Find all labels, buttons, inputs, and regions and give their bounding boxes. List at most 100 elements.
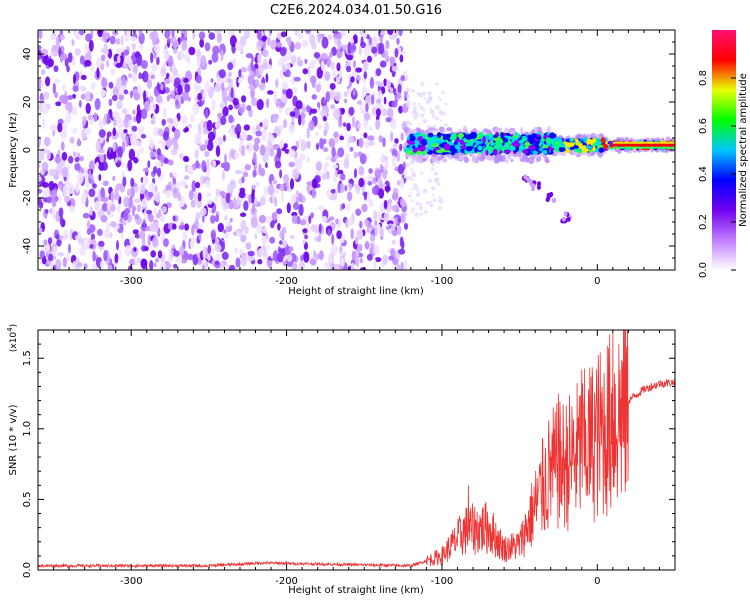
heatmap-cell <box>389 117 397 129</box>
heatmap-cell <box>279 124 284 131</box>
heatmap-cell <box>252 126 257 135</box>
heatmap-cell <box>313 52 320 59</box>
heatmap-cell <box>59 30 64 36</box>
heatmap-cell <box>347 41 352 54</box>
heatmap-cell <box>300 254 304 262</box>
heatmap-cell <box>259 82 266 91</box>
heatmap-cell <box>155 257 159 263</box>
heatmap-cell <box>444 123 448 127</box>
heatmap-cell <box>234 151 240 160</box>
heatmap-cell <box>251 55 254 63</box>
heatmap-cell <box>267 90 274 95</box>
heatmap-cell <box>284 62 291 70</box>
heatmap-cell <box>300 139 307 152</box>
heatmap-cell <box>255 130 262 137</box>
heatmap-cell <box>93 112 98 122</box>
heatmap-cell <box>471 156 478 163</box>
heatmap-cell <box>153 207 157 216</box>
heatmap-cell <box>245 242 252 250</box>
x-tick-label: -200 <box>275 576 298 587</box>
heatmap-cell <box>196 229 204 234</box>
heatmap-cell <box>444 102 448 106</box>
heatmap-cell <box>339 135 345 141</box>
heatmap-cell <box>122 176 127 187</box>
heatmap-cell <box>190 199 196 208</box>
heatmap-cell <box>201 264 205 270</box>
heatmap-cell <box>420 212 423 216</box>
heatmap-cell <box>191 180 197 193</box>
heatmap-cell <box>38 54 41 61</box>
heatmap-cell <box>359 153 367 165</box>
heatmap-cell <box>256 181 260 188</box>
heatmap-cell <box>298 203 304 216</box>
heatmap-cell <box>375 108 381 117</box>
heatmap-cell <box>138 126 145 135</box>
heatmap-cell <box>194 148 199 160</box>
heatmap-cell <box>123 49 130 56</box>
heatmap-cell <box>204 139 209 146</box>
colorbar-tick-label: 0.8 <box>698 70 709 86</box>
heatmap-cell <box>96 67 100 79</box>
heatmap-cell <box>240 130 248 141</box>
heatmap-cell <box>338 117 343 128</box>
heatmap-cell <box>246 105 252 112</box>
heatmap-cell <box>194 133 202 145</box>
heatmap-cell <box>168 118 174 125</box>
heatmap-cell <box>322 98 328 104</box>
heatmap-cell <box>293 76 301 82</box>
heatmap-cell <box>410 88 415 93</box>
heatmap-cell <box>438 196 442 199</box>
heatmap-cell <box>403 259 408 270</box>
heatmap-cell <box>545 197 550 203</box>
heatmap-cell <box>124 35 130 42</box>
heatmap-cell <box>294 162 303 170</box>
heatmap-cell <box>54 78 60 84</box>
heatmap-cell <box>138 72 142 80</box>
heatmap-cell <box>164 30 171 39</box>
heatmap-cell <box>220 115 227 126</box>
heatmap-cell <box>228 199 235 210</box>
heatmap-cell <box>82 116 87 124</box>
heatmap-cell <box>423 210 428 214</box>
heatmap-cell <box>326 263 330 270</box>
heatmap-cell <box>183 77 189 83</box>
heatmap-cell <box>398 248 406 255</box>
heatmap-cell <box>110 68 116 76</box>
heatmap-cell <box>73 151 77 157</box>
heatmap-cell <box>110 204 116 212</box>
heatmap-cell <box>174 128 181 140</box>
heatmap-cell <box>243 200 249 211</box>
snr-ticks: -300 -200 -100 0 0.0 0.5 1.0 1.5 <box>22 330 676 587</box>
heatmap-cell <box>136 150 141 159</box>
heatmap-cell <box>102 31 108 43</box>
heatmap-cell <box>296 56 301 62</box>
heatmap-cell <box>337 39 342 51</box>
heatmap-cell <box>123 89 129 95</box>
x-tick-label: -200 <box>275 276 298 287</box>
heatmap-cell <box>416 189 420 193</box>
heatmap-cell <box>306 127 310 139</box>
y-tick-label: 0 <box>22 147 33 153</box>
heatmap-cell <box>102 180 109 186</box>
heatmap-cell <box>138 43 144 50</box>
heatmap-cell <box>160 65 167 77</box>
heatmap-cell <box>149 101 157 112</box>
heatmap-cell <box>343 90 349 98</box>
heatmap-cell <box>253 142 259 152</box>
heatmap-cell <box>124 245 132 257</box>
heatmap-cell <box>492 148 498 155</box>
heatmap-cell <box>224 215 228 221</box>
heatmap-cell <box>152 236 159 248</box>
heatmap-cell <box>129 186 135 198</box>
heatmap-cell <box>364 240 370 250</box>
heatmap-cell <box>140 134 147 139</box>
heatmap-cell <box>177 84 183 96</box>
heatmap-cell <box>330 189 336 194</box>
heatmap-cell <box>88 188 96 198</box>
colorbar-tick-label: 0.0 <box>698 262 709 278</box>
heatmap-cell <box>358 45 362 56</box>
spectrogram-heatmap <box>38 30 675 270</box>
heatmap-cell <box>358 137 364 148</box>
heatmap-cell <box>333 33 341 39</box>
heatmap-cell <box>280 190 284 202</box>
